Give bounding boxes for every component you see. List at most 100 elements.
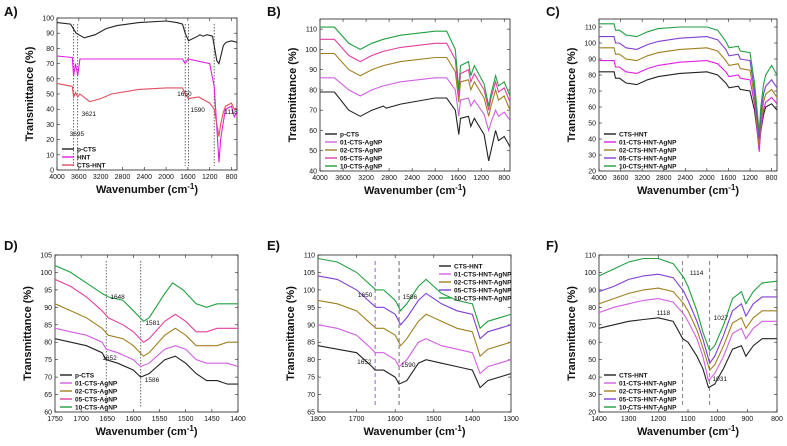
y-tick-label: 100 <box>303 287 315 294</box>
series-line-2 <box>320 77 510 133</box>
legend-entry: 01-CTS-AgNP <box>340 139 383 146</box>
x-axis-title-end: ) <box>194 184 198 196</box>
x-tick-label: 3200 <box>93 174 109 181</box>
y-tick-label: 100 <box>42 16 54 23</box>
x-tick-label: 800 <box>226 174 238 181</box>
y-tick-label: 30 <box>46 122 54 129</box>
y-tick-label: 80 <box>588 73 596 80</box>
x-tick-label: 1600 <box>126 416 142 423</box>
x-axis-title-end: ) <box>462 185 466 197</box>
x-tick-label: 1600 <box>180 174 196 181</box>
x-axis-title-main: Wavenumber (cm <box>637 426 729 438</box>
series-line-2 <box>599 60 777 152</box>
y-tick-label: 95 <box>307 305 315 312</box>
series-line-1 <box>599 317 777 389</box>
y-tick-label: 110 <box>585 253 596 260</box>
y-tick-label: 75 <box>44 357 52 364</box>
y-tick-label: 100 <box>584 270 596 277</box>
x-tick-label: 3600 <box>613 175 629 182</box>
legend-entry: 01-CTS-HNT-AgNP <box>454 271 512 278</box>
x-tick-label: 1000 <box>710 416 726 423</box>
x-axis-title: Wavenumber (cm-1) <box>95 424 197 438</box>
x-axis-title-end: ) <box>194 426 198 438</box>
x-tick-label: 900 <box>741 416 753 423</box>
y-tick-label: 60 <box>588 340 596 347</box>
y-axis-title: Transmittance (%) <box>285 286 297 381</box>
x-tick-label: 1550 <box>152 416 168 423</box>
y-tick-label: 30 <box>588 153 596 160</box>
legend-entry: CTS-HNT <box>619 372 648 379</box>
peak-annotation: 1652 <box>102 355 117 362</box>
y-tick-label: 10 <box>46 152 54 159</box>
y-tick-label: 40 <box>588 137 596 144</box>
y-tick-label: 20 <box>588 169 596 176</box>
series-line-3 <box>599 47 777 146</box>
y-tick-label: 90 <box>588 57 596 64</box>
peak-annotation: 3695 <box>70 131 85 138</box>
x-axis-title-sup: -1 <box>187 424 195 433</box>
legend-entry: 10-CTS-AgNP <box>340 163 383 170</box>
x-tick-label: 2400 <box>136 174 152 181</box>
x-tick-label: 1650 <box>99 416 115 423</box>
x-tick-label: 1600 <box>387 416 403 423</box>
legend-entry: 05-CTS-HNT-AgNP <box>619 396 677 403</box>
series-line-4 <box>599 273 777 365</box>
y-tick-label: 60 <box>44 410 52 417</box>
y-tick-label: 90 <box>588 287 596 294</box>
y-tick-label: 60 <box>309 128 317 135</box>
y-tick-label: 20 <box>588 410 596 417</box>
chart-panel-3: C) 20 30 40 50 60 70 80 90 100 110 4000 3600 3200 2800… <box>546 4 778 197</box>
x-axis-title-end: ) <box>735 185 739 197</box>
x-tick-label: 1600 <box>450 175 466 182</box>
x-tick-label: 2000 <box>699 175 715 182</box>
x-tick-label: 800 <box>498 175 510 182</box>
y-tick-label: 100 <box>305 47 317 54</box>
x-tick-label: 800 <box>766 175 778 182</box>
y-tick-label: 100 <box>40 270 52 277</box>
legend: p-CTS01-CTS-AgNP02-CTS-AgNP05-CTS-AgNP10… <box>325 131 383 170</box>
y-tick-label: 80 <box>46 46 54 53</box>
x-axis-title-main: Wavenumber (cm <box>637 185 729 197</box>
legend-entry: 10-CTS-AgNP <box>75 404 118 411</box>
x-tick-label: 3600 <box>71 174 87 181</box>
y-axis-title: Transmittance (%) <box>287 47 299 142</box>
x-tick-label: 1400 <box>230 416 246 423</box>
x-axis-title-sup: -1 <box>187 182 195 191</box>
peak-annotation: 1590 <box>401 362 416 369</box>
x-axis-title-end: ) <box>735 426 739 438</box>
x-tick-label: 4000 <box>49 174 65 181</box>
chart-panel-2: B) 40 50 60 70 80 90 100 110 4000 3600 3200 2800 2400… <box>267 4 511 197</box>
y-tick-label: 110 <box>306 27 317 34</box>
x-axis-title-main: Wavenumber (cm <box>96 184 188 196</box>
series-line-5 <box>318 257 511 330</box>
peak-annotation: 1650 <box>177 91 192 98</box>
legend-entry: 02-CTS-HNT-AgNP <box>619 147 677 154</box>
legend-entry: p-CTS <box>75 372 95 379</box>
y-tick-label: 20 <box>46 137 54 144</box>
x-tick-label: 1700 <box>73 416 89 423</box>
peak-annotation: 1581 <box>145 320 160 327</box>
legend-entry: 10-CTS-HNT-AgNP <box>619 163 677 170</box>
x-tick-label: 1200 <box>742 175 758 182</box>
y-tick-label: 80 <box>309 87 317 94</box>
x-tick-label: 4000 <box>312 175 328 182</box>
peak-annotation: 1031 <box>712 376 727 383</box>
y-tick-label: 50 <box>309 148 317 155</box>
legend-entry: 01-CTS-AgNP <box>75 380 118 387</box>
x-tick-label: 1100 <box>680 416 695 423</box>
y-tick-label: 50 <box>46 92 54 99</box>
x-tick-label: 1300 <box>621 416 637 423</box>
y-tick-label: 90 <box>307 322 315 329</box>
x-axis-title: Wavenumber (cm-1) <box>637 183 739 197</box>
x-tick-label: 1500 <box>178 416 194 423</box>
x-tick-label: 1400 <box>465 416 481 423</box>
y-tick-label: 100 <box>584 41 596 48</box>
y-tick-label: 85 <box>44 322 52 329</box>
y-tick-label: 40 <box>588 375 596 382</box>
x-tick-label: 2000 <box>427 175 443 182</box>
panel-label: B) <box>267 4 281 19</box>
legend-entry: CTS-HNT <box>454 263 483 270</box>
y-tick-label: 70 <box>309 108 317 115</box>
legend: CTS-HNT01-CTS-HNT-AgNP02-CTS-HNT-AgNP05-… <box>604 372 677 411</box>
